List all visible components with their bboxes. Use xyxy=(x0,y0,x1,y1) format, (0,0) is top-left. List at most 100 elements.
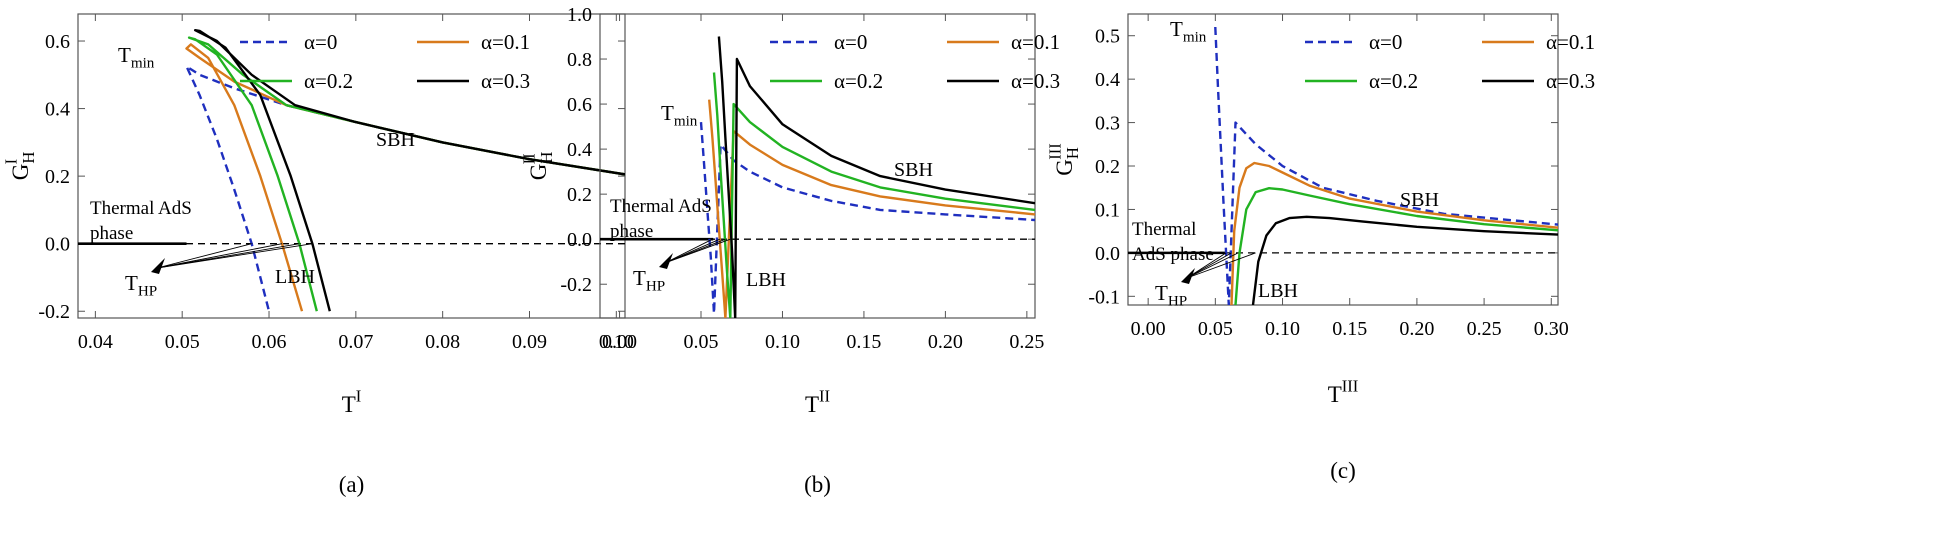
y-tick-label: -0.2 xyxy=(560,274,592,296)
legend-label-alpha-0.3: α=0.3 xyxy=(1546,69,1595,93)
y-axis-label-group: GHI xyxy=(2,152,38,181)
legend-label-alpha-0: α=0 xyxy=(1369,30,1402,54)
plot-area xyxy=(1128,26,1558,305)
lbh-label: LBH xyxy=(275,266,315,288)
thp-arrowhead xyxy=(151,258,165,274)
x-tick-label: 0.30 xyxy=(1534,318,1569,340)
y-tick-label: 0.8 xyxy=(567,49,592,71)
x-tick-label: 0.08 xyxy=(425,331,460,353)
thp-pointer-line xyxy=(1186,252,1239,279)
panel-label: (c) xyxy=(1330,458,1356,483)
legend: α=0 α=0.1 α=0.2 α=0.3 xyxy=(240,30,530,93)
thp-arrowhead xyxy=(1181,268,1195,284)
series-line-alpha-0.3 xyxy=(717,36,1035,318)
thp-pointer-line xyxy=(664,238,731,264)
series-line-alpha-0.2 xyxy=(1234,187,1558,305)
x-tick-label: 0.25 xyxy=(1009,331,1044,353)
thp-pointer-line xyxy=(156,243,252,269)
y-tick-label: 0.0 xyxy=(45,234,70,256)
y-tick-label: 0.5 xyxy=(1095,26,1120,48)
legend-label-alpha-0.3: α=0.3 xyxy=(481,69,530,93)
sbh-label: SBH xyxy=(894,159,933,181)
legend-label-alpha-0.2: α=0.2 xyxy=(834,69,883,93)
x-tick-label: 0.10 xyxy=(599,331,634,353)
x-tick-label: 0.09 xyxy=(512,331,547,353)
sbh-label: SBH xyxy=(1400,189,1439,211)
thermal-ads-phase-label: Thermal AdS xyxy=(90,198,192,219)
x-tick-label: 0.05 xyxy=(1198,318,1233,340)
sbh-label: SBH xyxy=(376,129,415,151)
thp-pointer-line xyxy=(156,243,283,269)
legend: α=0 α=0.1 α=0.2 α=0.3 xyxy=(770,30,1060,93)
thp-arrowhead xyxy=(659,253,673,269)
thp-pointer-line xyxy=(1186,252,1256,279)
tmin-label: Tmin xyxy=(661,101,698,129)
y-tick-label: 0.2 xyxy=(45,166,70,188)
y-tick-label: 0.1 xyxy=(1095,199,1120,221)
y-tick-label: 0.0 xyxy=(567,229,592,251)
x-tick-label: 0.00 xyxy=(1131,318,1166,340)
thp-label: THP xyxy=(1155,281,1187,309)
series-line-alpha-0.2 xyxy=(187,36,625,312)
series-line-alpha-0 xyxy=(1214,26,1558,305)
plot-area xyxy=(600,36,1035,318)
x-tick-label: 0.06 xyxy=(252,331,287,353)
thermal-ads-phase-label-2: AdS phase xyxy=(1132,244,1214,265)
panel-b: 0.00 0.05 0.10 0.15 0.20 0.25 -0.2 0.0 0.2 0.4 0.6… xyxy=(520,4,1061,497)
x-axis-label: TIII xyxy=(1328,377,1359,407)
x-tick-label: 0.25 xyxy=(1467,318,1502,340)
series-line-alpha-0 xyxy=(185,65,625,312)
series-line-alpha-0.3 xyxy=(194,29,625,312)
thp-pointer-line xyxy=(664,238,713,264)
lbh-label: LBH xyxy=(746,269,786,291)
x-tick-label: 0.15 xyxy=(1332,318,1367,340)
y-axis-label: GHII xyxy=(520,152,556,181)
thp-pointer-line xyxy=(1186,252,1232,279)
x-tick-label: 0.05 xyxy=(684,331,719,353)
legend-label-alpha-0.1: α=0.1 xyxy=(1011,30,1060,54)
x-axis-label: TI xyxy=(342,387,362,417)
y-axis-label-group: GHII xyxy=(520,152,556,181)
x-axis-label: TII xyxy=(805,387,830,417)
plot-frame xyxy=(77,13,626,319)
panel-label: (b) xyxy=(804,472,831,497)
panel-label: (a) xyxy=(339,472,365,497)
legend-label-alpha-0.3: α=0.3 xyxy=(1011,69,1060,93)
panel-c: 0.00 0.05 0.10 0.15 0.20 0.25 0.30 -0.1 0.0 0.1 0.… xyxy=(1046,13,1595,483)
y-tick-label: 0.6 xyxy=(567,94,592,116)
thermal-ads-phase-label: Thermal xyxy=(1132,219,1196,240)
legend-label-alpha-0.1: α=0.1 xyxy=(1546,30,1595,54)
plot-area xyxy=(78,29,625,312)
x-tick-label: 0.07 xyxy=(338,331,373,353)
y-tick-label: 0.0 xyxy=(1095,243,1120,265)
x-tick-label: 0.20 xyxy=(1399,318,1434,340)
legend-label-alpha-0.1: α=0.1 xyxy=(481,30,530,54)
y-tick-label: 1.0 xyxy=(567,4,592,26)
y-tick-label: 0.6 xyxy=(45,31,70,53)
plot-frame xyxy=(599,13,1036,319)
thp-label: THP xyxy=(633,266,665,294)
y-tick-label: 0.3 xyxy=(1095,113,1120,135)
y-axis-label: GHI xyxy=(2,152,38,181)
legend-label-alpha-0.2: α=0.2 xyxy=(304,69,353,93)
legend-label-alpha-0: α=0 xyxy=(834,30,867,54)
x-tick-label: 0.04 xyxy=(78,331,113,353)
tmin-label: Tmin xyxy=(118,43,155,71)
x-tick-label: 0.05 xyxy=(165,331,200,353)
thp-label: THP xyxy=(125,271,157,299)
y-tick-label: 0.4 xyxy=(1095,69,1120,91)
plot-frame xyxy=(1127,13,1559,306)
lbh-label: LBH xyxy=(1258,280,1298,302)
thp-pointer-line xyxy=(156,243,313,269)
y-axis-label: GHIII xyxy=(1046,143,1082,175)
series-line-alpha-0.1 xyxy=(1230,161,1558,305)
panel-a: 0.04 0.05 0.06 0.07 0.08 0.09 0.10 -0.2 0.0 0.2 0.… xyxy=(2,13,634,497)
tmin-label: Tmin xyxy=(1170,17,1207,45)
legend-label-alpha-0.2: α=0.2 xyxy=(1369,69,1418,93)
thermal-ads-phase-label-2: phase xyxy=(610,221,653,242)
thermal-ads-phase-label-2: phase xyxy=(90,223,133,244)
y-tick-label: 0.2 xyxy=(1095,156,1120,178)
x-tick-label: 0.10 xyxy=(1265,318,1300,340)
x-tick-label: 0.10 xyxy=(765,331,800,353)
